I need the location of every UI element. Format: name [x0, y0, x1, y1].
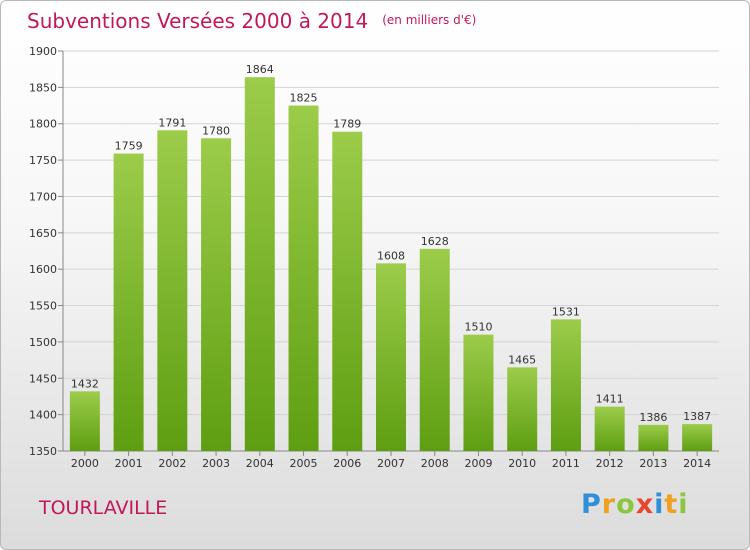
y-tick-label: 1500	[29, 336, 57, 349]
bar-2004	[244, 77, 275, 451]
data-label-2006: 1789	[333, 118, 361, 131]
data-label-2003: 1780	[202, 124, 230, 137]
data-label-2010: 1465	[508, 353, 536, 366]
bar-2000	[69, 391, 100, 451]
y-tick-label: 1350	[29, 445, 57, 458]
x-tick-label-2007: 2007	[377, 457, 405, 470]
logo-letter: i	[654, 489, 665, 520]
data-label-2004: 1864	[246, 63, 274, 76]
bar-2011	[550, 319, 581, 451]
bar-2002	[157, 130, 188, 452]
bar-2012	[594, 406, 625, 451]
bar-2013	[638, 424, 669, 451]
x-tick-label-2004: 2004	[246, 457, 274, 470]
bar-2010	[507, 367, 538, 451]
bar-2014	[682, 424, 713, 451]
x-tick-label-2006: 2006	[333, 457, 361, 470]
y-tick-label: 1550	[29, 300, 57, 313]
y-tick-label: 1700	[29, 190, 57, 203]
data-label-2009: 1510	[464, 321, 492, 334]
x-tick-label-2009: 2009	[464, 457, 492, 470]
x-tick-label-2010: 2010	[508, 457, 536, 470]
logo-letter: o	[616, 489, 636, 520]
data-label-2005: 1825	[290, 92, 318, 105]
x-tick-label-2002: 2002	[158, 457, 186, 470]
bar-2003	[201, 138, 232, 452]
proxiti-logo: Proxiti	[581, 489, 689, 520]
y-tick-label: 1450	[29, 372, 57, 385]
bar-2006	[332, 131, 363, 451]
data-label-2002: 1791	[158, 116, 186, 129]
y-tick-label: 1750	[29, 154, 57, 167]
bar-2007	[376, 263, 406, 451]
x-tick-label-2013: 2013	[639, 457, 667, 470]
bar-2001	[113, 153, 144, 451]
x-tick-label-2012: 2012	[596, 457, 624, 470]
y-tick-label: 1600	[29, 263, 57, 276]
bar-2005	[288, 105, 319, 451]
y-tick-label: 1650	[29, 227, 57, 240]
x-tick-label-2014: 2014	[683, 457, 711, 470]
y-tick-label: 1800	[29, 118, 57, 131]
data-label-2011: 1531	[552, 305, 580, 318]
commune-name: TOURLAVILLE	[39, 497, 168, 519]
y-tick-label: 1400	[29, 409, 57, 422]
data-label-2012: 1411	[596, 393, 624, 406]
x-tick-label-2005: 2005	[290, 457, 318, 470]
x-tick-label-2003: 2003	[202, 457, 230, 470]
x-tick-label-2000: 2000	[71, 457, 99, 470]
x-tick-label-2011: 2011	[552, 457, 580, 470]
chart-subtitle: (en milliers d'€)	[382, 13, 477, 27]
logo-letter: P	[581, 489, 602, 520]
bar-2008	[419, 248, 450, 451]
chart-title: Subventions Versées 2000 à 2014	[27, 9, 369, 33]
x-tick-label-2001: 2001	[115, 457, 143, 470]
y-tick-label: 1900	[29, 45, 57, 58]
title-row: Subventions Versées 2000 à 2014 (en mill…	[27, 9, 476, 33]
data-label-2008: 1628	[421, 235, 449, 248]
logo-letter: i	[678, 489, 689, 520]
data-label-2013: 1386	[639, 411, 667, 424]
logo-letter: r	[601, 489, 617, 520]
data-label-2014: 1387	[683, 410, 711, 423]
x-tick-label-2008: 2008	[421, 457, 449, 470]
y-tick-label: 1850	[29, 81, 57, 94]
bar-2009	[463, 334, 494, 451]
data-label-2000: 1432	[71, 377, 99, 390]
logo-letter: t	[664, 489, 679, 520]
data-label-2007: 1608	[377, 249, 405, 262]
data-label-2001: 1759	[115, 140, 143, 153]
logo-letter: x	[635, 489, 655, 520]
